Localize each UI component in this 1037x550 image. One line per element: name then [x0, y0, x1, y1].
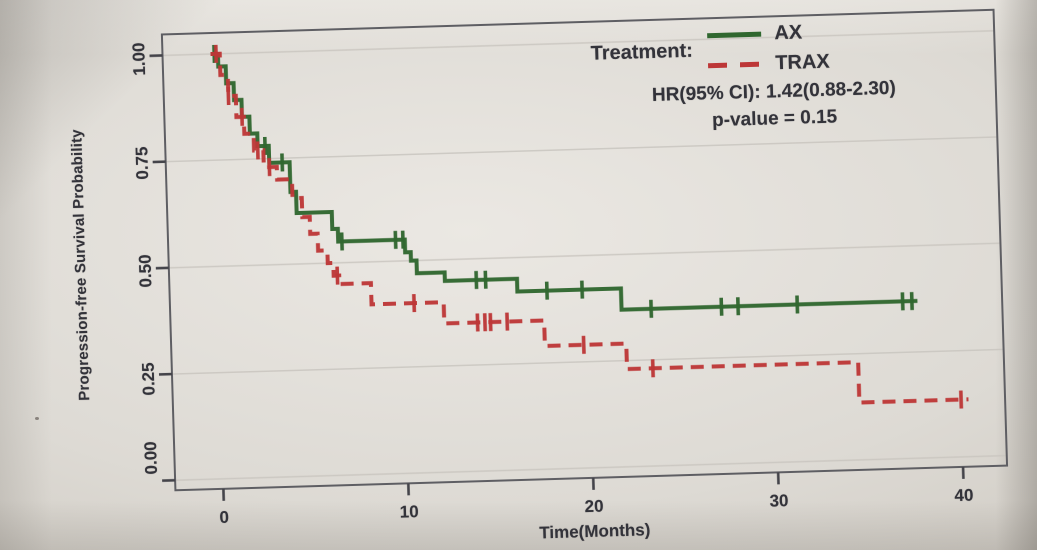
- x-tick-30: 30: [769, 491, 789, 511]
- y-tick-0.75: 0.75: [132, 146, 153, 180]
- stats-annotation: HR(95% CI): 1.42(0.88-2.30) p-value = 0.…: [589, 73, 960, 138]
- legend-label-trax: TRAX: [774, 50, 831, 75]
- legend-row-trax: TRAX: [708, 51, 830, 78]
- y-tick-0.00: 0.00: [140, 441, 161, 475]
- legend-label-ax: AX: [774, 21, 803, 45]
- y-tick-0.25: 0.25: [138, 362, 159, 396]
- paper-speck: [35, 417, 39, 420]
- ax-line-sample: [707, 31, 762, 39]
- x-tick-40: 40: [954, 485, 974, 506]
- legend-items: AX TRAX: [707, 21, 830, 78]
- x-axis-label: Time(Months): [539, 520, 651, 543]
- legend-title: Treatment:: [590, 39, 694, 65]
- x-tick-0: 0: [219, 507, 230, 527]
- y-tick-1.00: 1.00: [129, 42, 150, 76]
- y-tick-0.50: 0.50: [135, 254, 156, 288]
- trax-line-sample: [708, 61, 763, 69]
- x-tick-10: 10: [399, 502, 419, 522]
- x-tick-20: 20: [584, 496, 604, 517]
- legend-row-ax: AX: [707, 21, 829, 48]
- legend: Treatment: AX TRAX: [590, 21, 830, 81]
